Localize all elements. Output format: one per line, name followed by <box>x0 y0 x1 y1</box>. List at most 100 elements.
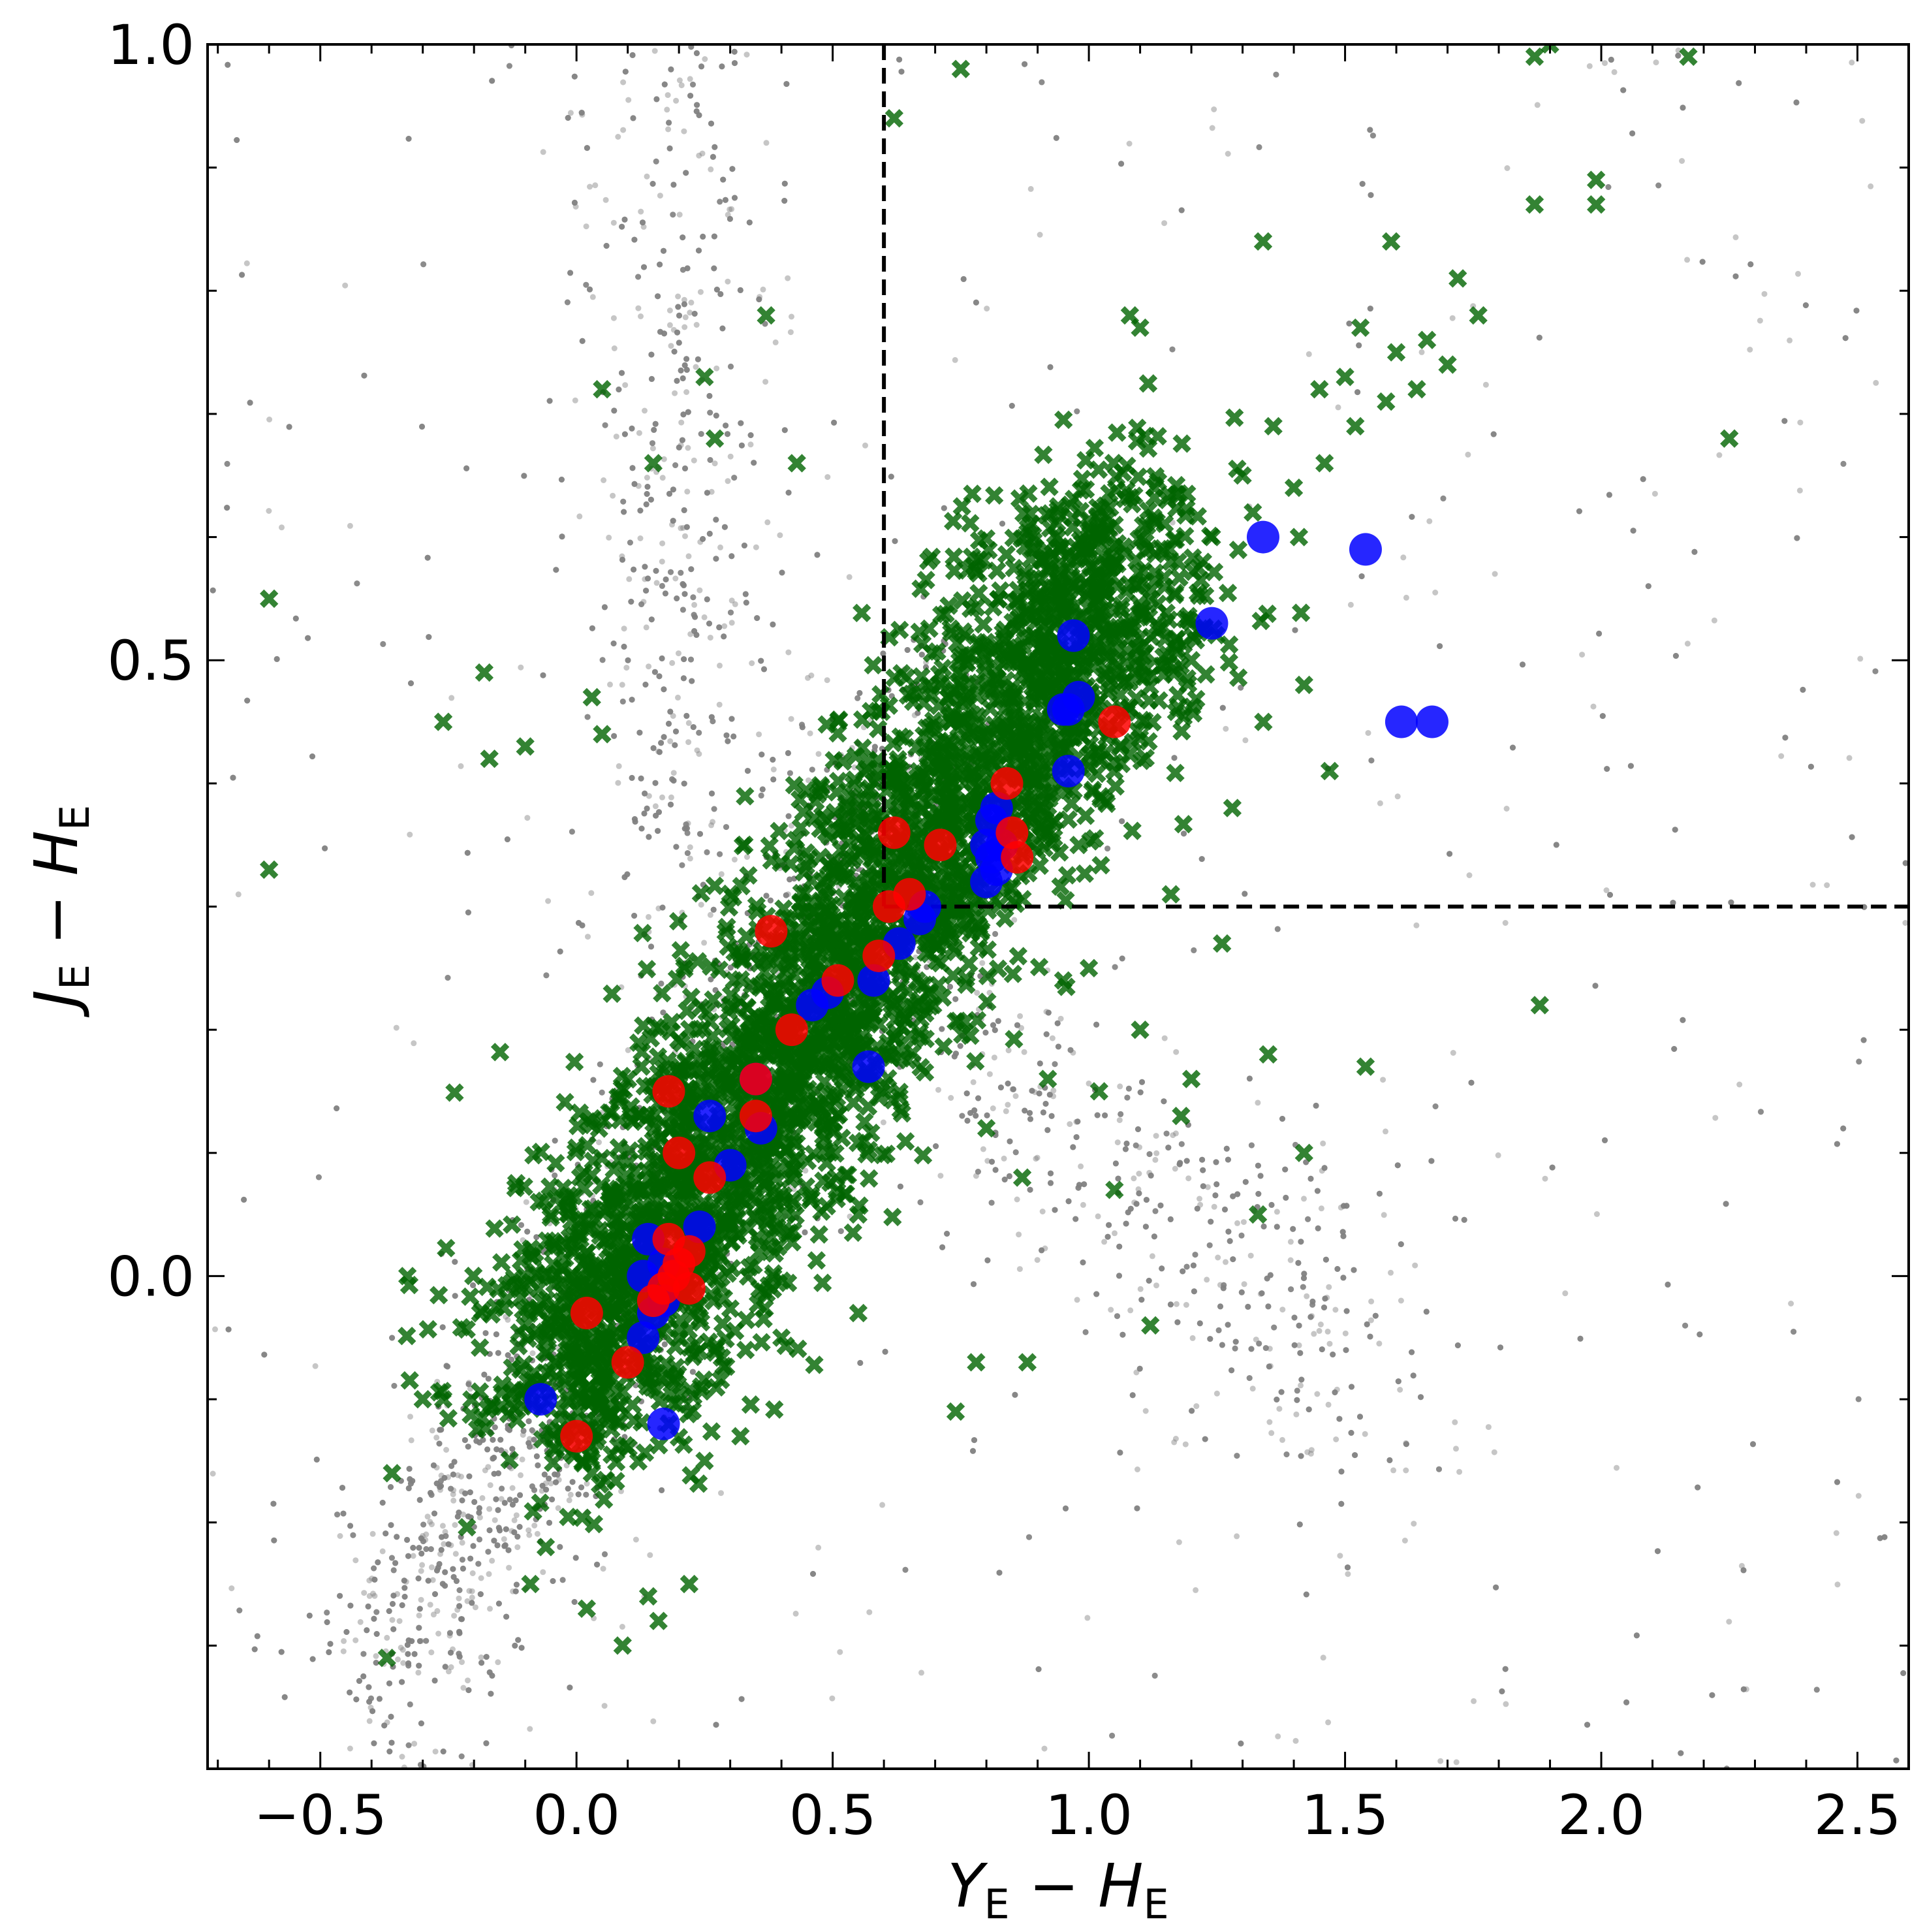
background-point <box>1465 451 1471 458</box>
background-point <box>482 1467 488 1474</box>
background-point <box>1041 1745 1048 1752</box>
background-point <box>807 730 813 736</box>
background-point <box>802 1167 809 1174</box>
background-point <box>1782 735 1789 741</box>
background-point <box>442 1528 448 1535</box>
background-point <box>445 1668 452 1675</box>
background-point <box>450 1646 456 1653</box>
background-point <box>230 774 236 781</box>
background-point <box>918 1670 924 1676</box>
background-point <box>1249 1386 1256 1392</box>
background-point <box>673 97 680 104</box>
background-point <box>1037 232 1043 238</box>
background-point <box>1137 1286 1144 1292</box>
background-point <box>1307 1450 1314 1457</box>
background-point <box>1265 1303 1272 1310</box>
background-point <box>400 1660 407 1666</box>
background-point <box>952 356 958 363</box>
background-point <box>1197 1201 1204 1208</box>
background-point <box>684 488 691 495</box>
background-point <box>984 1112 990 1118</box>
background-point <box>670 713 676 719</box>
background-point <box>1036 1090 1042 1097</box>
background-point <box>390 1592 397 1599</box>
background-point <box>680 411 687 418</box>
background-point <box>762 379 769 385</box>
background-point <box>1049 1035 1056 1041</box>
background-point <box>1608 56 1614 63</box>
background-point <box>437 1487 443 1493</box>
background-point <box>1493 1584 1499 1591</box>
background-point <box>880 1119 886 1126</box>
background-point <box>567 110 574 116</box>
background-point <box>763 140 770 146</box>
background-point <box>655 905 662 911</box>
background-point <box>1485 1424 1492 1431</box>
background-point <box>450 1487 457 1493</box>
background-point <box>509 1485 516 1491</box>
background-point <box>418 1596 424 1603</box>
background-point <box>1104 1233 1111 1240</box>
background-point <box>984 306 990 312</box>
background-point <box>1189 1335 1196 1341</box>
background-point <box>788 716 794 722</box>
background-point <box>1611 69 1618 75</box>
background-point <box>691 628 698 634</box>
background-point <box>210 1470 216 1477</box>
background-point <box>600 1566 606 1572</box>
background-point <box>505 1316 511 1323</box>
background-point <box>428 1564 435 1570</box>
background-point <box>1403 1467 1409 1474</box>
background-point <box>708 166 714 172</box>
background-point <box>428 1649 435 1656</box>
background-point <box>789 313 794 320</box>
background-point <box>1266 1419 1273 1425</box>
background-point <box>911 712 918 718</box>
background-point <box>1318 1205 1324 1212</box>
background-point <box>405 1553 411 1559</box>
background-point <box>685 820 691 827</box>
background-point <box>456 1595 462 1602</box>
background-point <box>543 1487 550 1493</box>
background-point <box>450 1491 456 1498</box>
background-point <box>492 1517 498 1523</box>
background-point <box>347 522 353 529</box>
background-point <box>1127 1307 1134 1314</box>
background-point <box>1296 1342 1302 1348</box>
background-point <box>501 1536 507 1542</box>
background-point <box>1412 1262 1418 1269</box>
background-point <box>1193 1403 1200 1410</box>
background-point <box>640 219 646 226</box>
background-point <box>1148 1172 1154 1179</box>
background-point <box>603 197 609 203</box>
background-point <box>806 777 811 784</box>
background-point <box>1491 1449 1497 1455</box>
background-point <box>1204 1184 1211 1190</box>
background-point <box>368 1704 374 1711</box>
background-point <box>635 483 642 489</box>
background-point <box>653 96 660 103</box>
background-point <box>1795 270 1801 277</box>
background-point <box>1428 1158 1435 1164</box>
background-point <box>1377 800 1383 806</box>
background-point <box>1684 641 1691 647</box>
background-point <box>540 1569 546 1576</box>
background-point <box>681 128 687 135</box>
background-point <box>770 621 776 627</box>
background-point <box>1034 1257 1041 1263</box>
background-point <box>1172 1130 1179 1137</box>
background-point <box>1542 1175 1548 1182</box>
background-point <box>666 308 673 313</box>
background-point <box>1411 1521 1417 1527</box>
background-point <box>464 849 471 856</box>
background-point <box>472 1604 478 1611</box>
background-point <box>687 76 693 82</box>
background-point <box>710 819 716 825</box>
background-point <box>487 1606 493 1612</box>
background-point <box>228 1585 235 1592</box>
background-point <box>419 1562 426 1568</box>
background-point <box>685 739 692 746</box>
background-point <box>430 1611 437 1618</box>
background-point <box>670 326 677 333</box>
background-point <box>681 324 688 330</box>
